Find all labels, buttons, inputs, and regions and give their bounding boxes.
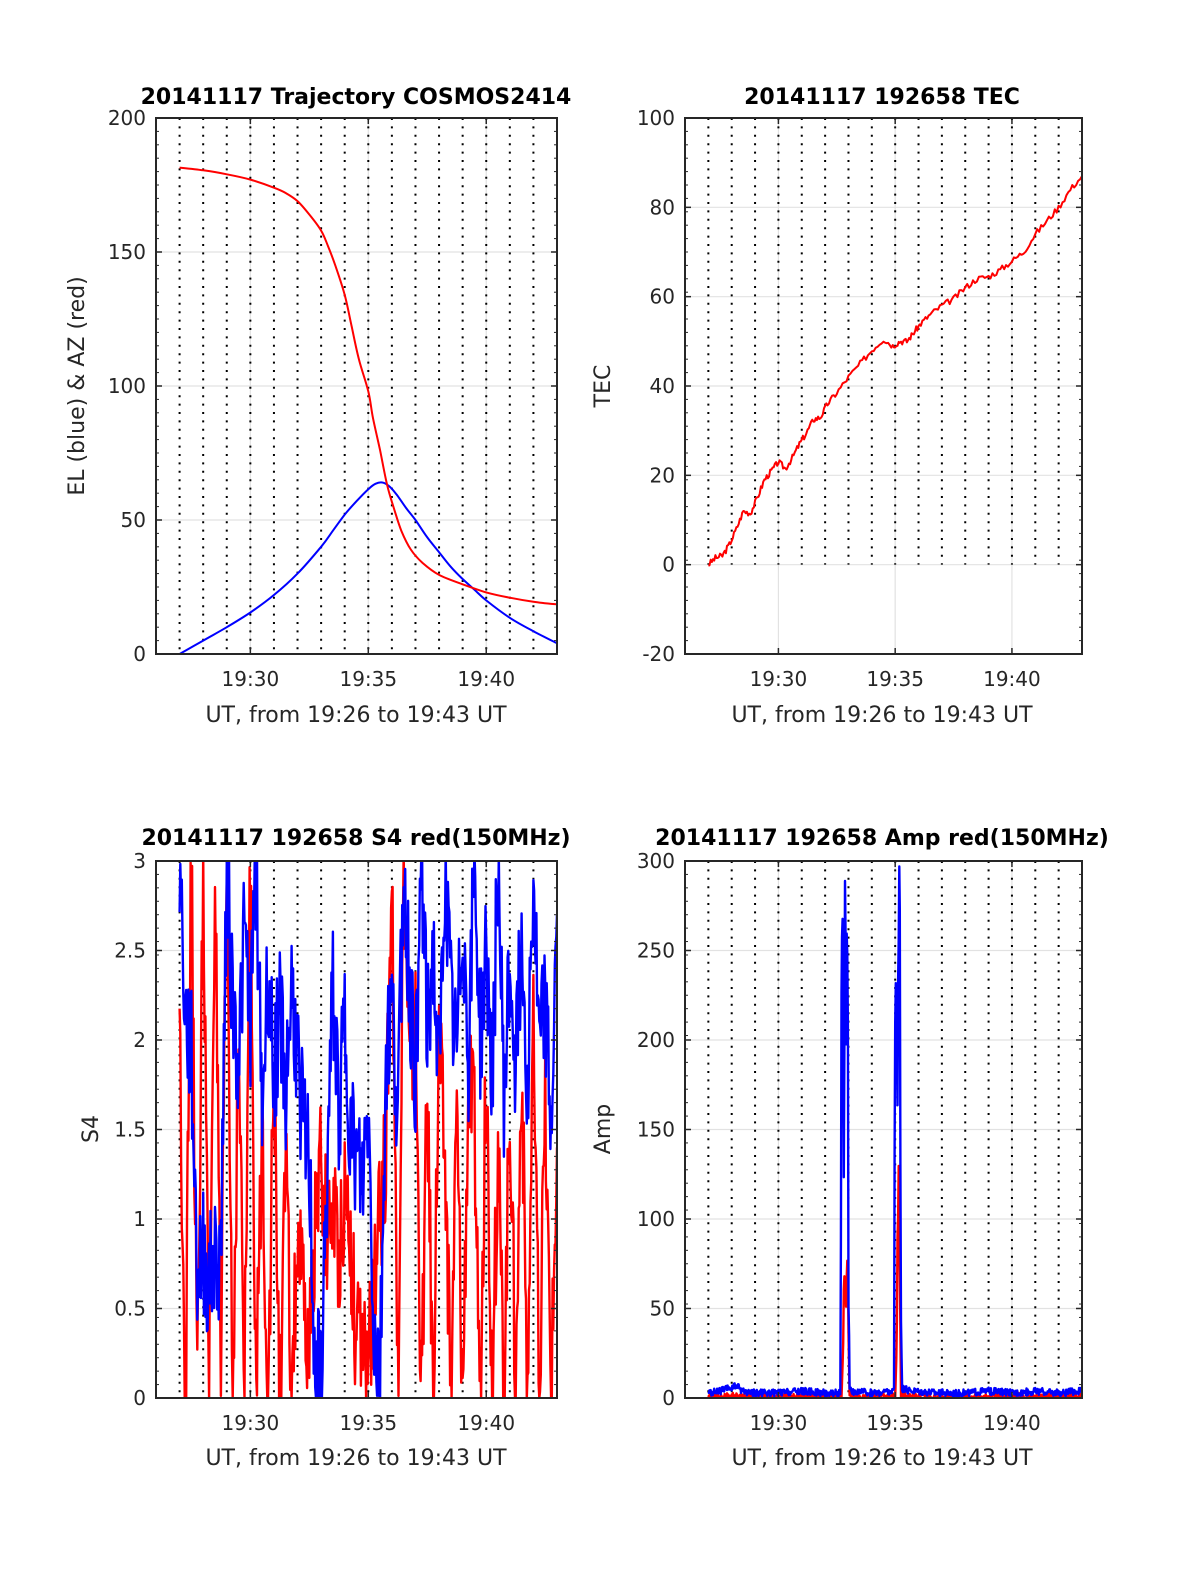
y-tick-label: 200 [637, 1028, 675, 1052]
y-tick-label: 1 [133, 1207, 146, 1231]
panel-tec: -20 0 20 40 60 80 100 19:30 19:35 19:40 20141117 1… [591, 85, 1083, 728]
y-tick-label: 40 [650, 374, 675, 398]
x-axis-label: UT, from 19:26 to 19:43 UT [205, 1446, 507, 1471]
y-tick-label: 2.5 [114, 939, 146, 963]
x-tick-label: 19:35 [866, 1411, 924, 1435]
y-tick-label: 0.5 [114, 1297, 146, 1321]
y-tick-label: -20 [642, 642, 675, 666]
panel-title: 20141117 192658 TEC [744, 85, 1020, 110]
y-tick-label: 150 [637, 1118, 675, 1142]
y-tick-label: 60 [650, 285, 675, 309]
y-axis-label: S4 [79, 1115, 104, 1143]
y-tick-label: 20 [650, 463, 675, 487]
y-tick-label: 50 [121, 508, 146, 532]
panel-title: 20141117 Trajectory COSMOS2414 [141, 85, 572, 110]
x-tick-label: 19:35 [339, 1411, 397, 1435]
x-tick-label: 19:35 [339, 667, 397, 691]
y-tick-label: 50 [650, 1297, 675, 1321]
x-tick-label: 19:40 [983, 667, 1041, 691]
y-tick-label: 250 [637, 939, 675, 963]
series-line-s4-red [178, 861, 557, 1398]
y-tick-label: 0 [662, 1386, 675, 1410]
y-axis-label: Amp [591, 1104, 616, 1154]
x-tick-label: 19:30 [750, 1411, 808, 1435]
x-axis-label: UT, from 19:26 to 19:43 UT [205, 703, 507, 728]
y-tick-label: 100 [108, 374, 146, 398]
series-line-az [179, 166, 557, 606]
y-tick-label: 3 [133, 849, 146, 873]
y-tick-label: 300 [637, 849, 675, 873]
y-tick-label: 0 [662, 553, 675, 577]
y-axis-label: EL (blue) & AZ (red) [65, 276, 90, 495]
panel-amp: 0 50 100 150 200 250 300 19:30 19:35 19:40 2014111… [591, 826, 1109, 1471]
y-tick-label: 200 [108, 106, 146, 130]
panel-title: 20141117 192658 Amp red(150MHz) [655, 826, 1109, 851]
panel-s4: 0 0.5 1 1.5 2 2.5 3 19:30 19:35 19:40 20141117 192… [79, 826, 571, 1471]
x-tick-label: 19:40 [983, 1411, 1041, 1435]
series-line-tec [708, 175, 1082, 567]
y-tick-label: 2 [133, 1028, 146, 1052]
y-tick-label: 0 [133, 1386, 146, 1410]
y-tick-label: 100 [637, 106, 675, 130]
y-tick-label: 150 [108, 240, 146, 264]
y-tick-label: 0 [133, 642, 146, 666]
y-axis-label: TEC [591, 365, 616, 409]
x-tick-label: 19:40 [457, 1411, 515, 1435]
x-tick-label: 19:40 [457, 667, 515, 691]
y-tick-label: 100 [637, 1207, 675, 1231]
x-axis-label: UT, from 19:26 to 19:43 UT [731, 1446, 1033, 1471]
x-axis-label: UT, from 19:26 to 19:43 UT [731, 703, 1033, 728]
y-tick-label: 80 [650, 195, 675, 219]
series-line-s4-blue [178, 861, 557, 1398]
panel-title: 20141117 192658 S4 red(150MHz) [141, 826, 570, 851]
y-tick-label: 1.5 [114, 1118, 146, 1142]
series-line-amp-blue [707, 865, 1082, 1398]
panel-trajectory: 0 50 100 150 200 19:30 19:35 19:40 20141117 Traj… [65, 85, 571, 728]
x-tick-label: 19:30 [222, 667, 280, 691]
x-tick-label: 19:30 [750, 667, 808, 691]
x-tick-label: 19:35 [866, 667, 924, 691]
x-tick-label: 19:30 [222, 1411, 280, 1435]
